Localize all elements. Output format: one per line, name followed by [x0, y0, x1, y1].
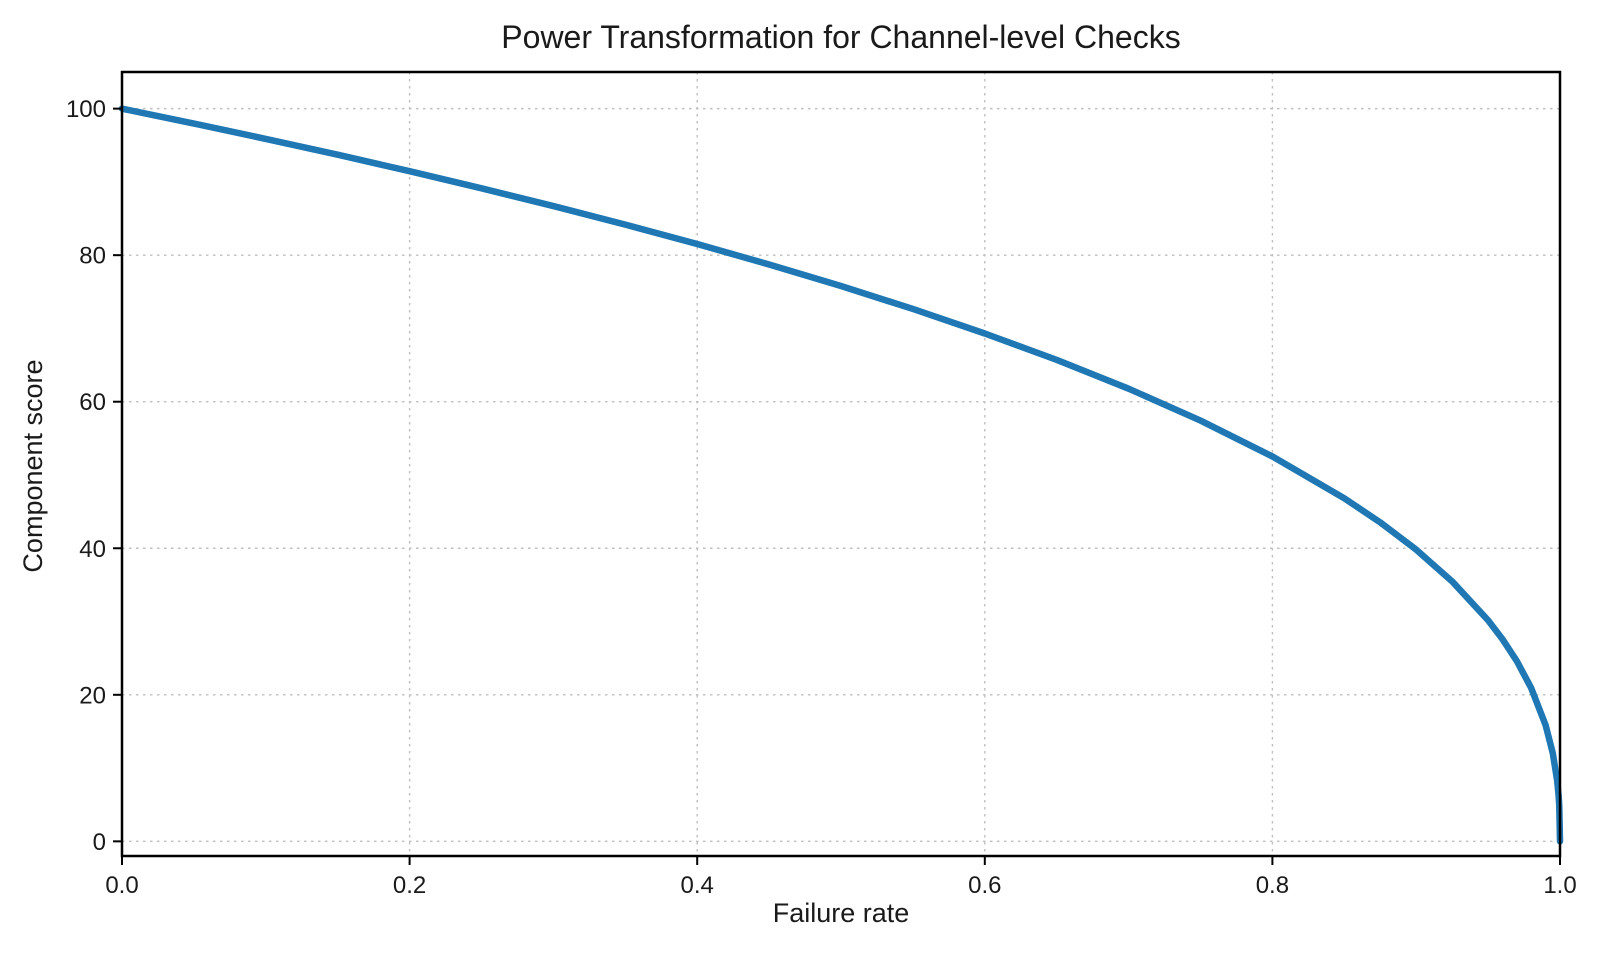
component-score-curve — [118, 105, 1564, 845]
x-tick-label: 0.4 — [681, 872, 714, 899]
x-tick-label: 0.6 — [968, 872, 1001, 899]
y-tick-label: 100 — [66, 96, 106, 123]
axes-frame — [120, 70, 1562, 858]
y-tick-label: 40 — [79, 536, 106, 563]
gridlines — [121, 72, 1561, 856]
chart-title: Power Transformation for Channel-level C… — [501, 19, 1180, 55]
x-tick-label: 1.0 — [1543, 872, 1576, 899]
x-tick-label: 0.0 — [105, 872, 138, 899]
y-tick-label: 20 — [79, 682, 106, 709]
y-tick-label: 0 — [93, 829, 106, 856]
y-tick-label: 60 — [79, 389, 106, 416]
tick-labels: 0 20 40 60 80 100 0.0 0.2 0.4 0.6 0.8 1.0 — [66, 96, 1577, 899]
tick-marks — [113, 107, 1561, 865]
y-tick-label: 80 — [79, 243, 106, 270]
y-axis-label: Component score — [18, 359, 48, 572]
x-tick-label: 0.8 — [1256, 872, 1289, 899]
x-axis-label: Failure rate — [773, 898, 910, 928]
x-tick-label: 0.2 — [393, 872, 426, 899]
